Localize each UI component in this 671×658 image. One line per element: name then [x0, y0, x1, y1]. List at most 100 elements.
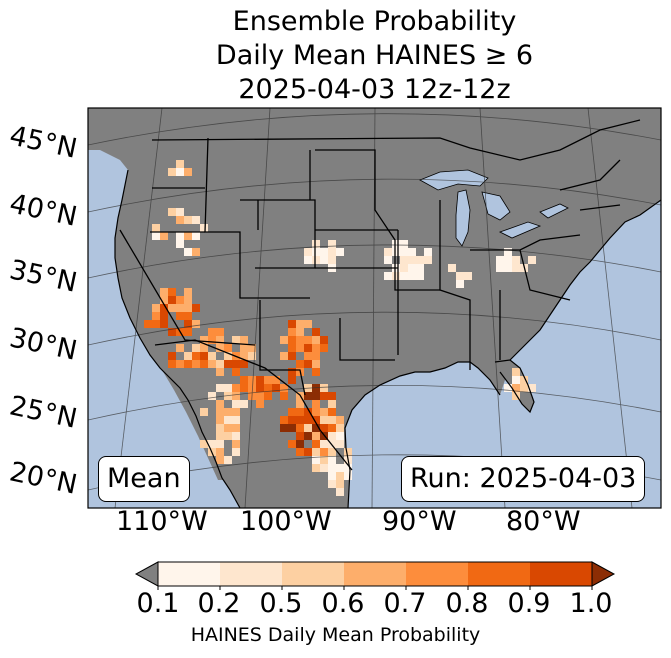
probability-cell [152, 232, 160, 240]
probability-cell [320, 248, 328, 256]
probability-cell [400, 264, 408, 272]
probability-cell [200, 344, 208, 352]
probability-cell [288, 440, 296, 448]
probability-cell [152, 304, 160, 312]
probability-cell [312, 408, 320, 416]
probability-cell [184, 352, 192, 360]
probability-cell [152, 320, 160, 328]
probability-cell [320, 408, 328, 416]
probability-cell [224, 424, 232, 432]
probability-cell [200, 440, 208, 448]
probability-cell [328, 400, 336, 408]
colorbar-tick: 0.1 [136, 588, 180, 619]
probability-cell [240, 336, 248, 344]
probability-cell [512, 256, 520, 264]
probability-cell [416, 256, 424, 264]
probability-cell [200, 352, 208, 360]
colorbar-tick: 0.8 [445, 588, 489, 619]
probability-cell [200, 336, 208, 344]
probability-cell [336, 464, 344, 472]
probability-cell [304, 360, 312, 368]
probability-cell [216, 448, 224, 456]
probability-cell [296, 440, 304, 448]
probability-cell [280, 384, 288, 392]
probability-cell [312, 360, 320, 368]
probability-cell [312, 392, 320, 400]
probability-cell [504, 256, 512, 264]
lake-ontario [539, 203, 569, 219]
probability-cell [176, 296, 184, 304]
probability-cell [296, 432, 304, 440]
probability-cell [264, 384, 272, 392]
probability-cell [192, 248, 200, 256]
probability-cell [288, 424, 296, 432]
probability-cell [184, 288, 192, 296]
probability-cell [320, 392, 328, 400]
probability-cell [296, 416, 304, 424]
probability-cell [288, 328, 296, 336]
colorbar-tick: 0.9 [507, 588, 551, 619]
probability-cell [248, 352, 256, 360]
probability-cell [328, 416, 336, 424]
probability-cell [232, 400, 240, 408]
probability-cell [400, 248, 408, 256]
probability-cell [456, 280, 464, 288]
probability-cell [296, 360, 304, 368]
probability-cell [312, 400, 320, 408]
probability-cell [304, 344, 312, 352]
probability-cell [312, 352, 320, 360]
probability-cell [160, 288, 168, 296]
probability-cell [144, 320, 152, 328]
probability-cell [288, 352, 296, 360]
probability-cell [288, 368, 296, 376]
probability-cell [464, 272, 472, 280]
probability-cell [184, 360, 192, 368]
lake-michigan [455, 189, 471, 247]
probability-cell [400, 240, 408, 248]
lon-label-90: 90°W [382, 506, 457, 537]
probability-cell [424, 256, 432, 264]
probability-cell [232, 336, 240, 344]
probability-cell [328, 392, 336, 400]
probability-cell [312, 464, 320, 472]
probability-cell [264, 376, 272, 384]
probability-cell [256, 392, 264, 400]
probability-cell [248, 384, 256, 392]
probability-cell [304, 424, 312, 432]
probability-cell [448, 264, 456, 272]
probability-cell [280, 336, 288, 344]
probability-cell [288, 416, 296, 424]
colorbar-segment [468, 562, 530, 586]
probability-cell [232, 440, 240, 448]
probability-cell [240, 400, 248, 408]
probability-cell [304, 352, 312, 360]
probability-cell [240, 344, 248, 352]
probability-cell [168, 360, 176, 368]
probability-cell [384, 248, 392, 256]
probability-cell [328, 432, 336, 440]
probability-cell [288, 320, 296, 328]
probability-cell [304, 320, 312, 328]
probability-cell [408, 248, 416, 256]
probability-cell [520, 384, 528, 392]
probability-cell [160, 312, 168, 320]
probability-cell [520, 376, 528, 384]
probability-cell [304, 416, 312, 424]
probability-cell [304, 408, 312, 416]
probability-cell [184, 304, 192, 312]
colorbar-frame [157, 561, 593, 587]
probability-cell [320, 456, 328, 464]
probability-cell [192, 344, 200, 352]
probability-cell [216, 432, 224, 440]
probability-cell [176, 232, 184, 240]
probability-cell [312, 240, 320, 248]
probability-cell [176, 168, 184, 176]
probability-cell [200, 408, 208, 416]
probability-cell [184, 248, 192, 256]
probability-cell [192, 304, 200, 312]
colorbar-tick: 0.7 [383, 588, 427, 619]
probability-cell [232, 360, 240, 368]
probability-cell [304, 256, 312, 264]
probability-cell [264, 392, 272, 400]
